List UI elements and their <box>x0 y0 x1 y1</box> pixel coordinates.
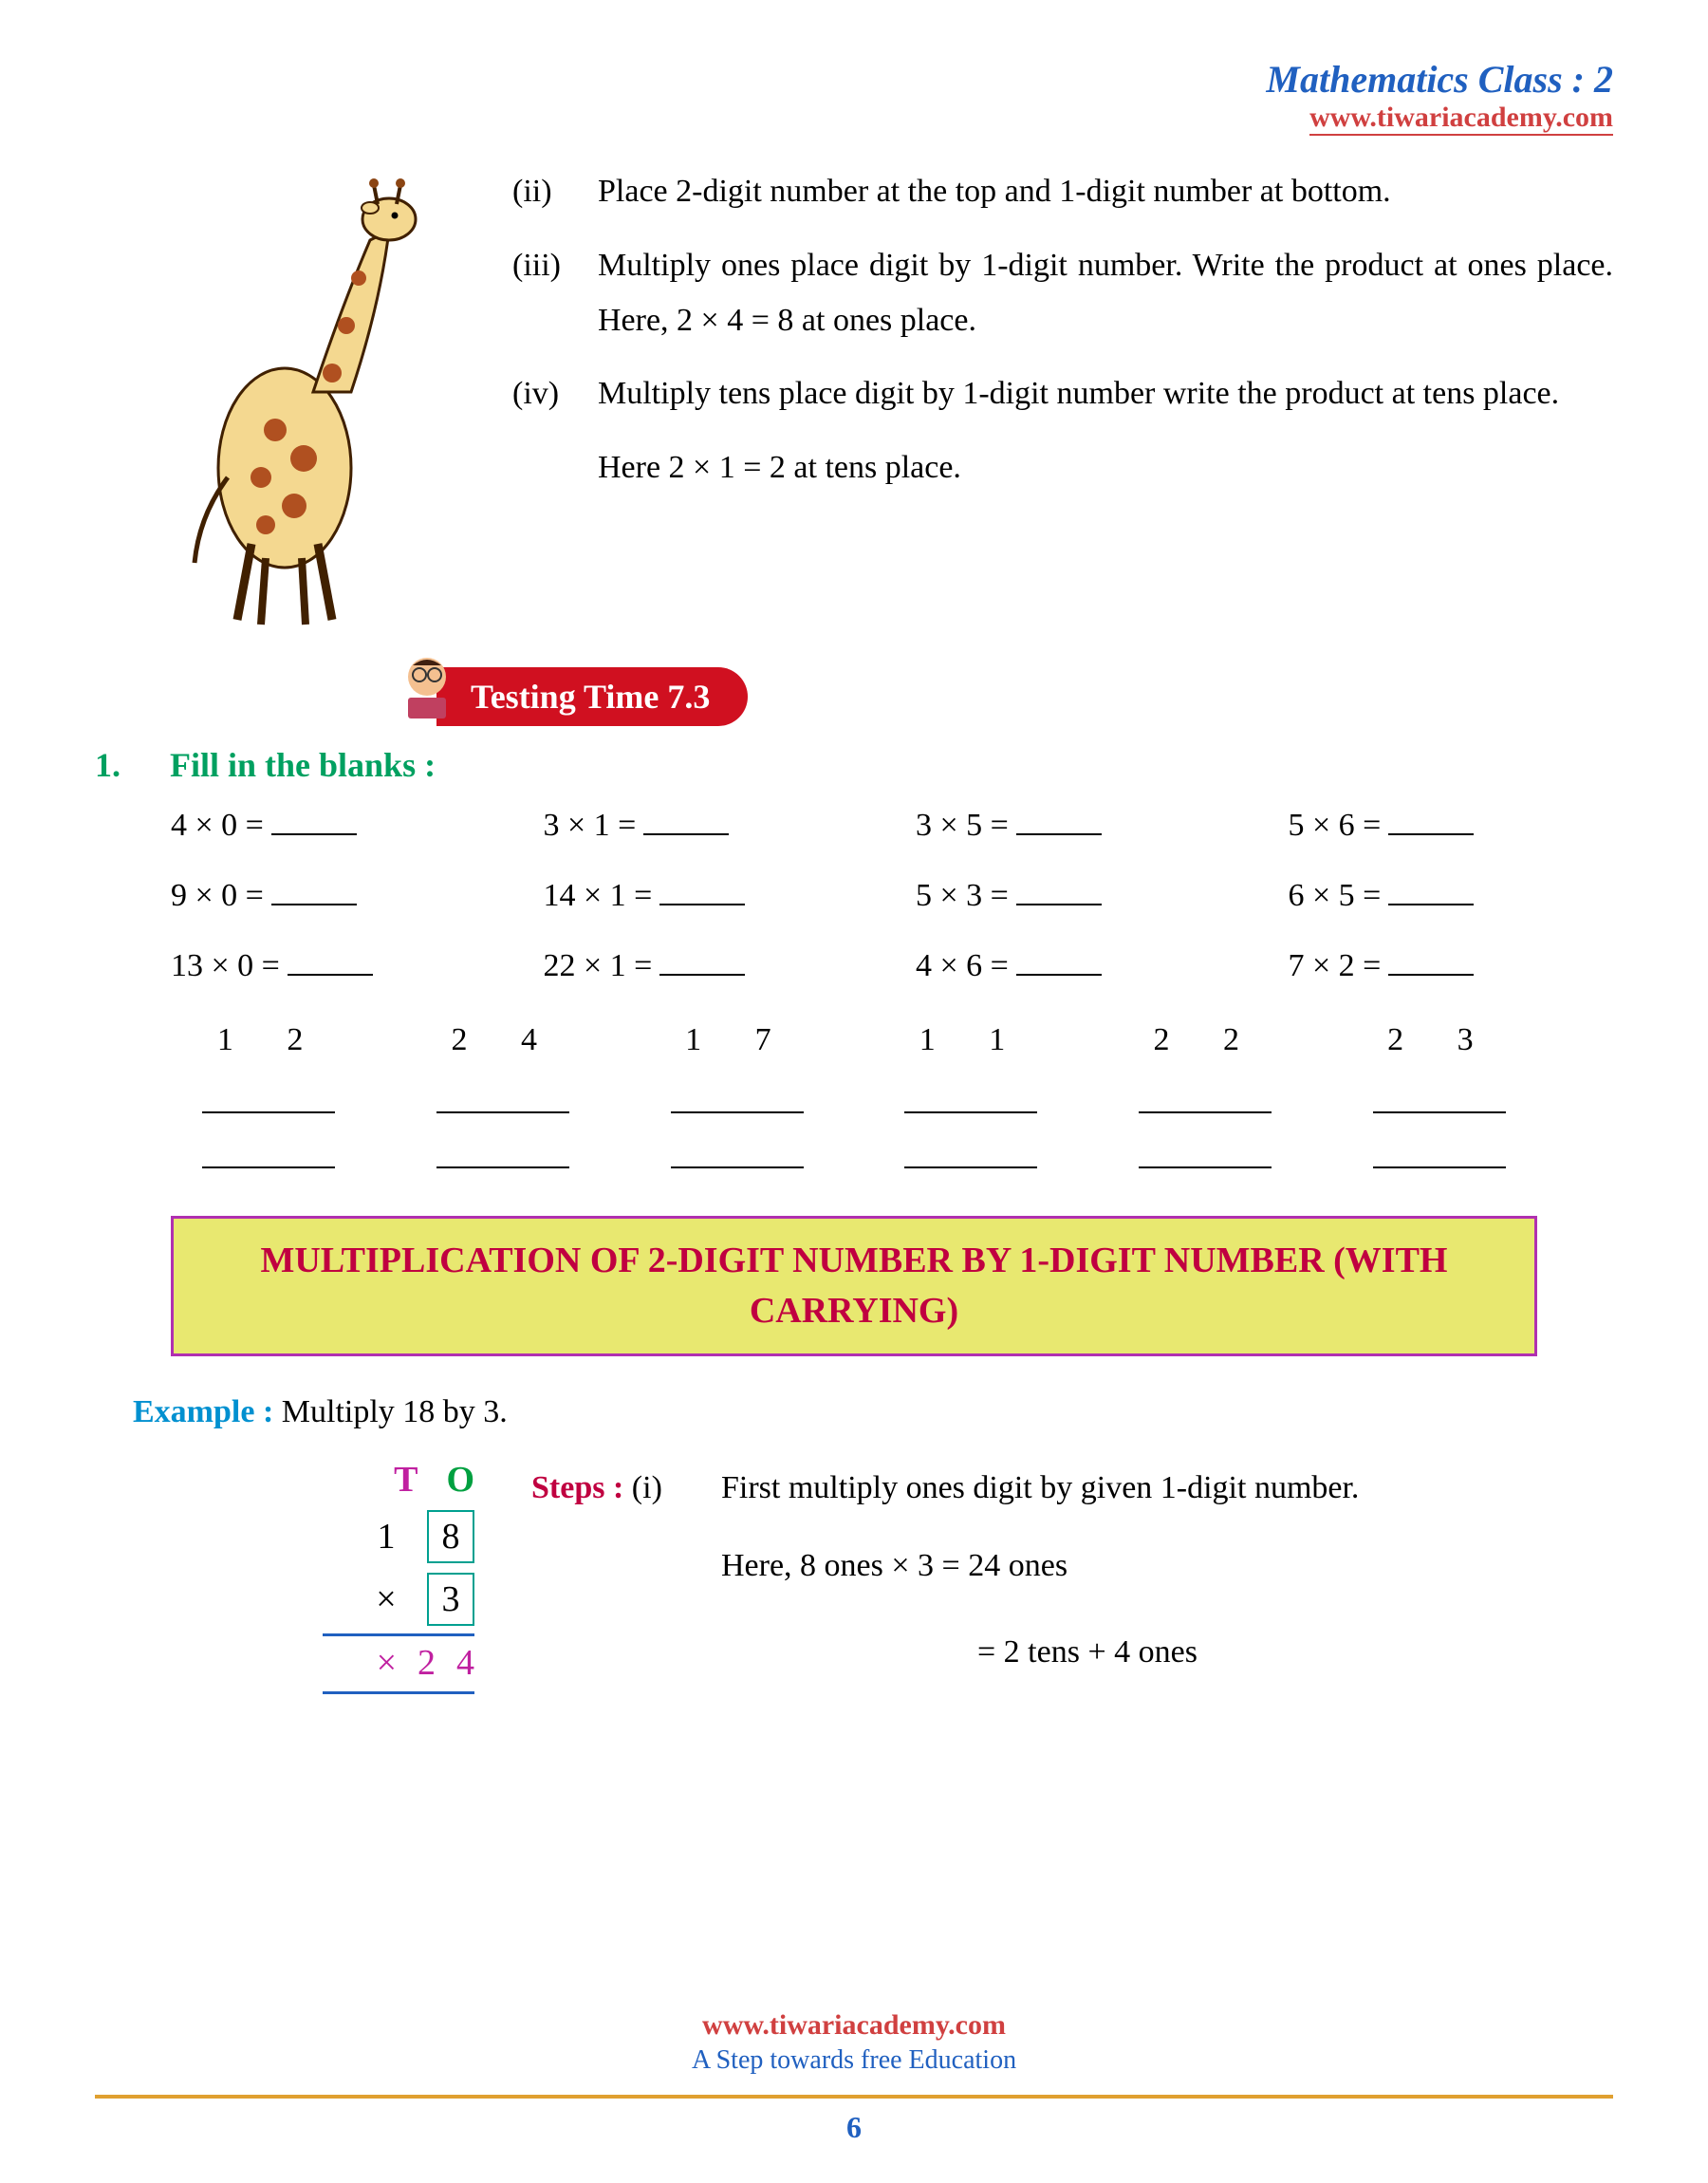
instruction-text: Multiply ones place digit by 1-digit num… <box>598 238 1613 348</box>
answer-blank[interactable] <box>288 974 373 976</box>
multiplier-row: × 3 <box>285 1573 474 1626</box>
question-title: Fill in the blanks : <box>170 746 436 784</box>
example-text: Multiply 18 by 3. <box>282 1394 508 1429</box>
answer-blank[interactable] <box>1139 1130 1272 1168</box>
tens-place-note: Here 2 × 1 = 2 at tens place. <box>598 440 1613 495</box>
step-i: Steps : (i) First multiply ones digit by… <box>531 1459 1613 1517</box>
answer-blank[interactable] <box>436 1075 569 1113</box>
answer-blank[interactable] <box>1016 904 1102 905</box>
footer-tagline: A Step towards free Education <box>0 2045 1708 2076</box>
instruction-item: (ii) Place 2-digit number at the top and… <box>512 164 1613 219</box>
giraffe-icon <box>95 164 474 639</box>
instruction-text: Multiply tens place digit by 1-digit num… <box>598 366 1613 421</box>
section-heading-banner: MULTIPLICATION OF 2-DIGIT NUMBER BY 1-DI… <box>171 1216 1537 1356</box>
blank-item: 6 × 5 = <box>1289 878 1614 914</box>
instruction-number: (iv) <box>512 366 598 421</box>
column-mult-item: 1 7 <box>671 1022 804 1168</box>
subject-title: Mathematics Class : 2 <box>95 57 1613 102</box>
column-mult-item: 1 1 <box>904 1022 1037 1168</box>
top-section: (ii) Place 2-digit number at the top and… <box>95 164 1613 639</box>
worked-example: T O 1 8 × 3 × 2 4 Steps : (i) First mult… <box>285 1459 1613 1694</box>
answer-blank[interactable] <box>1373 1075 1506 1113</box>
divider-line <box>323 1691 474 1694</box>
blank-item: 14 × 1 = <box>544 878 869 914</box>
testing-time-label: Testing Time 7.3 <box>471 678 710 716</box>
question-1-heading: 1. Fill in the blanks : <box>95 745 1613 785</box>
step-calc: Here, 8 ones × 3 = 24 ones <box>721 1537 1613 1595</box>
footer-divider <box>95 2095 1613 2099</box>
answer-blank[interactable] <box>1016 833 1102 835</box>
blank-item: 9 × 0 = <box>171 878 496 914</box>
instruction-number: (ii) <box>512 164 598 219</box>
column-mult-item: 2 4 <box>436 1022 569 1168</box>
step-text: First multiply ones digit by given 1-dig… <box>721 1459 1613 1517</box>
giraffe-illustration <box>95 164 474 639</box>
blank-item: 3 × 5 = <box>916 808 1241 844</box>
answer-blank[interactable] <box>202 1075 335 1113</box>
blank-item: 5 × 6 = <box>1289 808 1614 844</box>
blank-item: 4 × 0 = <box>171 808 496 844</box>
answer-blank[interactable] <box>671 1075 804 1113</box>
answer-blank[interactable] <box>1388 974 1474 976</box>
answer-blank[interactable] <box>671 1130 804 1168</box>
instruction-number: (iii) <box>512 238 598 348</box>
page-footer: www.tiwariacademy.com A Step towards fre… <box>0 2009 1708 2145</box>
answer-blank[interactable] <box>1388 833 1474 835</box>
multiplicand-row: 1 8 <box>285 1510 474 1563</box>
testing-time-banner: Testing Time 7.3 <box>436 667 748 726</box>
answer-blank[interactable] <box>1016 974 1102 976</box>
answer-blank[interactable] <box>659 974 745 976</box>
answer-blank[interactable] <box>436 1130 569 1168</box>
instruction-text: Place 2-digit number at the top and 1-di… <box>598 164 1613 219</box>
blank-item: 4 × 6 = <box>916 948 1241 984</box>
page-header: Mathematics Class : 2 www.tiwariacademy.… <box>95 57 1613 136</box>
column-mult-item: 2 3 <box>1373 1022 1506 1168</box>
steps-label: Steps : <box>531 1470 623 1505</box>
instructions-list: (ii) Place 2-digit number at the top and… <box>512 164 1613 639</box>
instruction-item: (iv) Multiply tens place digit by 1-digi… <box>512 366 1613 421</box>
answer-blank[interactable] <box>643 833 729 835</box>
example-label: Example : <box>133 1394 273 1429</box>
blank-item: 3 × 1 = <box>544 808 869 844</box>
footer-url: www.tiwariacademy.com <box>0 2009 1708 2042</box>
fill-blanks-grid: 4 × 0 = 3 × 1 = 3 × 5 = 5 × 6 = 9 × 0 = … <box>171 808 1613 984</box>
divider-line <box>323 1633 474 1636</box>
blank-item: 13 × 0 = <box>171 948 496 984</box>
answer-blank[interactable] <box>1373 1130 1506 1168</box>
blank-item: 7 × 2 = <box>1289 948 1614 984</box>
answer-blank[interactable] <box>202 1130 335 1168</box>
page-number: 6 <box>0 2110 1708 2145</box>
answer-blank[interactable] <box>1139 1075 1272 1113</box>
vertical-multiplication: T O 1 8 × 3 × 2 4 <box>285 1459 474 1694</box>
example-line: Example : Multiply 18 by 3. <box>133 1394 1613 1430</box>
answer-blank[interactable] <box>271 833 357 835</box>
answer-blank[interactable] <box>904 1130 1037 1168</box>
instruction-item: (iii) Multiply ones place digit by 1-dig… <box>512 238 1613 348</box>
header-url: www.tiwariacademy.com <box>1309 102 1613 136</box>
blank-item: 22 × 1 = <box>544 948 869 984</box>
column-mult-item: 1 2 <box>202 1022 335 1168</box>
column-mult-item: 2 2 <box>1139 1022 1272 1168</box>
step-result: = 2 tens + 4 ones <box>977 1623 1613 1681</box>
place-value-header: T O <box>285 1459 474 1501</box>
question-number: 1. <box>95 745 161 785</box>
answer-blank[interactable] <box>271 904 357 905</box>
answer-blank[interactable] <box>659 904 745 905</box>
steps-explanation: Steps : (i) First multiply ones digit by… <box>531 1459 1613 1694</box>
blank-item: 5 × 3 = <box>916 878 1241 914</box>
answer-blank[interactable] <box>904 1075 1037 1113</box>
column-multiplication-row: 1 2 2 4 1 7 1 1 2 2 2 3 <box>152 1022 1556 1168</box>
student-icon <box>389 648 465 724</box>
answer-blank[interactable] <box>1388 904 1474 905</box>
product-row: × 2 4 <box>285 1642 474 1684</box>
